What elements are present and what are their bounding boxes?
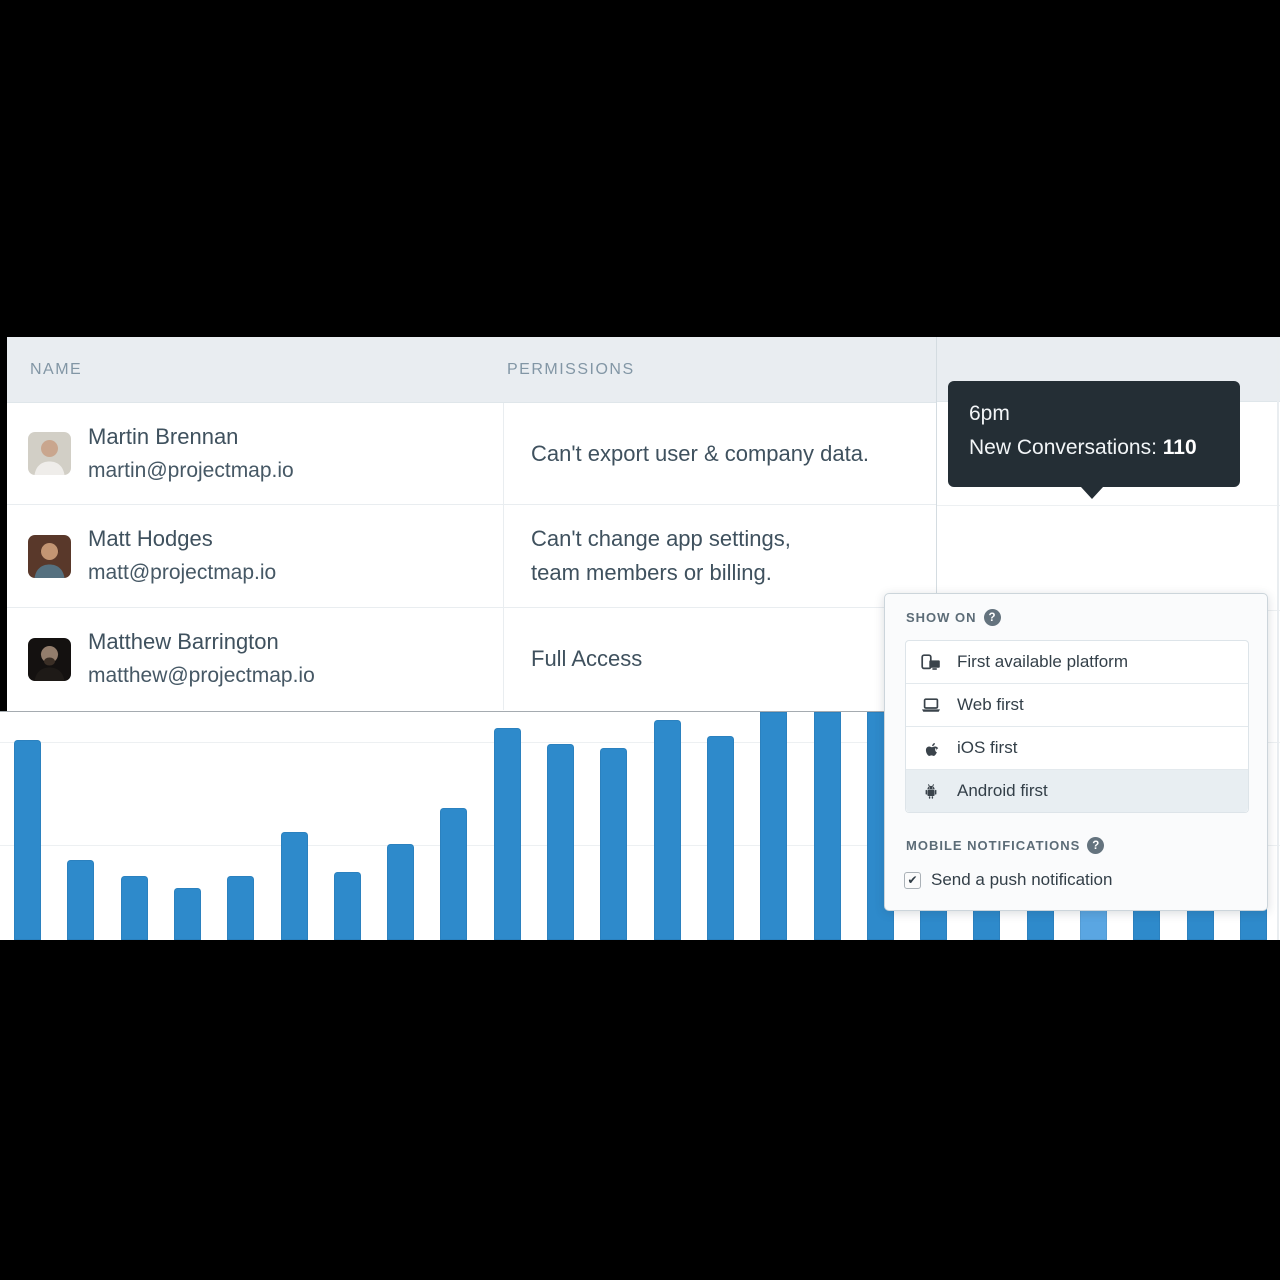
help-icon[interactable]: ? — [1087, 837, 1105, 854]
gridline — [0, 742, 1280, 743]
name-cell: Matt Hodges matt@projectmap.io — [7, 522, 503, 590]
chart-bar[interactable] — [706, 735, 734, 940]
tooltip-value: 110 — [1162, 436, 1197, 459]
tooltip-label: New Conversations: — [969, 436, 1163, 459]
chart-bar[interactable] — [173, 887, 201, 940]
chart-bar[interactable] — [813, 711, 841, 940]
person-name: Matthew Barrington — [88, 629, 279, 654]
tooltip-metric: New Conversations: 110 — [969, 431, 1240, 465]
person-info: Matt Hodges matt@projectmap.io — [88, 522, 276, 590]
chart-bar[interactable] — [387, 843, 415, 940]
name-cell: Martin Brennan martin@projectmap.io — [7, 420, 503, 488]
chart-bar[interactable] — [333, 871, 361, 940]
option-label: Android first — [957, 781, 1048, 800]
table-row: Matthew Barrington matthew@projectmap.io… — [7, 608, 936, 710]
permissions-cell: Can't change app settings, team members … — [503, 505, 936, 607]
team-members-table: NAME PERMISSIONS Martin Brennan martin@p… — [7, 337, 937, 711]
column-header-permissions: PERMISSIONS — [507, 360, 635, 378]
chart-bar[interactable] — [600, 747, 628, 940]
show-on-option-list: First available platform Web first iO — [905, 640, 1249, 813]
tooltip-time: 6pm — [969, 402, 1010, 425]
column-header-name: NAME — [30, 360, 83, 378]
chart-bar[interactable] — [120, 875, 148, 940]
chart-bar[interactable] — [547, 743, 574, 940]
android-icon — [920, 783, 942, 800]
person-name: Matt Hodges — [88, 526, 213, 551]
person-email: matthew@projectmap.io — [88, 664, 315, 687]
option-label: iOS first — [957, 738, 1018, 757]
help-icon[interactable]: ? — [983, 609, 1001, 626]
devices-icon — [920, 653, 942, 671]
table-row: Matt Hodges matt@projectmap.io Can't cha… — [7, 505, 936, 608]
table-row: Martin Brennan martin@projectmap.io Can'… — [7, 403, 936, 505]
chart-bar[interactable] — [653, 719, 681, 940]
gridline — [0, 845, 1280, 846]
option-android-first[interactable]: Android first — [906, 769, 1248, 812]
show-on-heading: SHOW ON ? — [906, 609, 1267, 626]
option-label: Web first — [957, 695, 1024, 714]
option-first-available-platform[interactable]: First available platform — [906, 641, 1248, 683]
permissions-text: team members or billing. — [531, 560, 772, 585]
table-header-row: NAME PERMISSIONS — [7, 337, 936, 403]
mobile-notifications-heading: MOBILE NOTIFICATIONS ? — [906, 837, 1105, 854]
chart-bar[interactable] — [67, 859, 95, 940]
person-email: martin@projectmap.io — [88, 458, 294, 482]
chart-bar[interactable] — [440, 807, 468, 940]
show-on-popover: SHOW ON ? First available platform — [884, 593, 1268, 911]
avatar — [28, 637, 71, 681]
chart-bar[interactable] — [227, 875, 255, 940]
name-cell: Matthew Barrington matthew@projectmap.io — [7, 625, 503, 693]
tooltip-arrow — [1081, 487, 1103, 499]
option-ios-first[interactable]: iOS first — [906, 726, 1248, 769]
push-notification-checkbox[interactable]: ✔ — [904, 871, 921, 889]
push-notification-label[interactable]: Send a push notification — [931, 870, 1113, 889]
permissions-text: Can't change app settings, — [531, 526, 791, 551]
person-email: matt@projectmap.io — [88, 561, 277, 584]
avatar — [28, 432, 71, 475]
option-label: First available platform — [957, 652, 1129, 671]
permissions-text: Full Access — [531, 646, 643, 671]
chart-bar[interactable] — [493, 727, 521, 940]
permissions-text: Can't export user & company data. — [531, 440, 870, 466]
push-notification-row: ✔ Send a push notification — [904, 870, 1112, 890]
left-frame-strip — [0, 337, 7, 711]
person-info: Matthew Barrington matthew@projectmap.io — [88, 625, 315, 693]
permissions-cell: Full Access — [503, 608, 936, 710]
apple-icon — [920, 740, 942, 757]
chart-bar[interactable] — [14, 739, 41, 940]
show-on-heading-label: SHOW ON — [906, 610, 977, 625]
chart-bar[interactable] — [760, 711, 788, 940]
avatar — [28, 534, 71, 578]
chart-bar[interactable] — [280, 831, 308, 940]
chart-tooltip: 6pm New Conversations: 110 — [948, 381, 1240, 499]
person-name: Martin Brennan — [88, 423, 239, 449]
laptop-icon — [920, 697, 942, 713]
option-web-first[interactable]: Web first — [906, 683, 1248, 726]
person-info: Martin Brennan martin@projectmap.io — [88, 420, 294, 488]
chart-right-edge — [1277, 337, 1279, 940]
mobile-notifications-heading-label: MOBILE NOTIFICATIONS — [906, 838, 1081, 853]
permissions-cell: Can't export user & company data. — [503, 403, 936, 504]
